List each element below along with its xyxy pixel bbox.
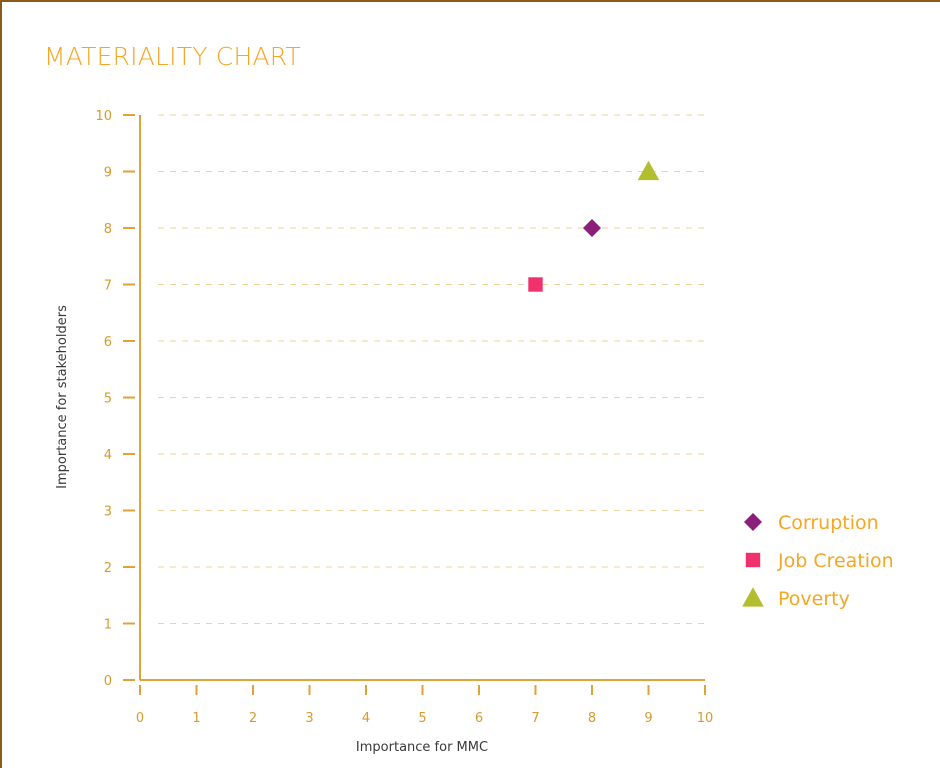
x-tick-label-7: 7 — [531, 711, 539, 726]
x-tick-label-2: 2 — [249, 711, 257, 726]
y-tick-label-9: 9 — [104, 166, 112, 181]
data-point-corruption — [583, 219, 601, 237]
y-tick-label-4: 4 — [104, 448, 112, 463]
y-axis-label: Importance for stakeholders — [55, 305, 70, 489]
x-tick-label-5: 5 — [418, 711, 426, 726]
y-tick-label-6: 6 — [104, 335, 112, 350]
legend-label-corruption: Corruption — [778, 512, 879, 534]
chart-title: MATERIALITY CHART — [44, 42, 302, 71]
x-axis-label: Importance for MMC — [356, 740, 488, 755]
data-point-poverty — [637, 160, 660, 181]
y-tick-label-3: 3 — [104, 505, 112, 520]
y-tick-label-8: 8 — [104, 222, 112, 237]
data-points — [528, 160, 660, 292]
legend: Corruption Job Creation Poverty — [742, 512, 894, 610]
x-tick-label-6: 6 — [475, 711, 483, 726]
x-tick-label-10: 10 — [697, 711, 714, 726]
x-tick-label-1: 1 — [192, 711, 200, 726]
legend-marker-corruption — [744, 513, 762, 531]
y-tick-label-5: 5 — [104, 392, 112, 407]
x-tick-label-3: 3 — [305, 711, 313, 726]
x-tick-label-0: 0 — [136, 711, 144, 726]
y-tick-label-10: 10 — [95, 109, 112, 124]
legend-label-poverty: Poverty — [778, 588, 850, 610]
x-tick-label-9: 9 — [644, 711, 652, 726]
x-tick-label-4: 4 — [362, 711, 370, 726]
data-point-job-creation — [528, 277, 543, 292]
y-tick-label-2: 2 — [104, 561, 112, 576]
legend-marker-poverty — [742, 587, 764, 607]
y-tick-label-7: 7 — [104, 279, 112, 294]
tick-labels: 0 1 2 3 4 5 6 7 8 9 10 0 1 2 3 4 5 6 7 8 9 10 — [95, 109, 713, 726]
legend-label-job-creation: Job Creation — [777, 550, 894, 572]
axes — [123, 114, 706, 695]
grid-lines — [158, 114, 705, 624]
x-tick-label-8: 8 — [588, 711, 596, 726]
y-tick-label-0: 0 — [104, 674, 112, 689]
legend-marker-job-creation — [745, 552, 761, 568]
y-tick-label-1: 1 — [104, 618, 112, 633]
